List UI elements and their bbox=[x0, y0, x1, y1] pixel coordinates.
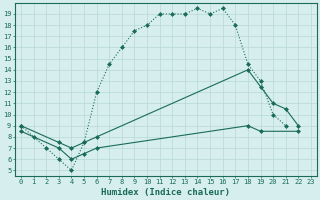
X-axis label: Humidex (Indice chaleur): Humidex (Indice chaleur) bbox=[101, 188, 230, 197]
